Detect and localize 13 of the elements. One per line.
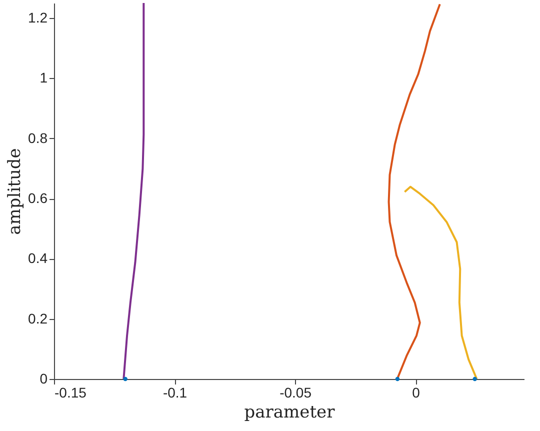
y-tick-label: 0.8 bbox=[28, 130, 48, 146]
y-tick-label: 0.6 bbox=[28, 190, 48, 206]
y-tick-label: 1 bbox=[40, 70, 48, 86]
x-tick-label: -0.05 bbox=[280, 384, 312, 400]
x-tick-label: -0.15 bbox=[54, 384, 87, 400]
y-tick-label: 0 bbox=[40, 370, 48, 386]
y-tick-label: 0.2 bbox=[28, 310, 48, 326]
y-axis-title: amplitude bbox=[5, 148, 26, 235]
x-axis-title: parameter bbox=[244, 402, 336, 422]
x-tick-label: -0.1 bbox=[162, 384, 188, 400]
x-tick-label: 0 bbox=[412, 384, 420, 400]
y-tick-label: 1.2 bbox=[28, 10, 48, 26]
y-tick-label: 0.4 bbox=[28, 250, 48, 266]
